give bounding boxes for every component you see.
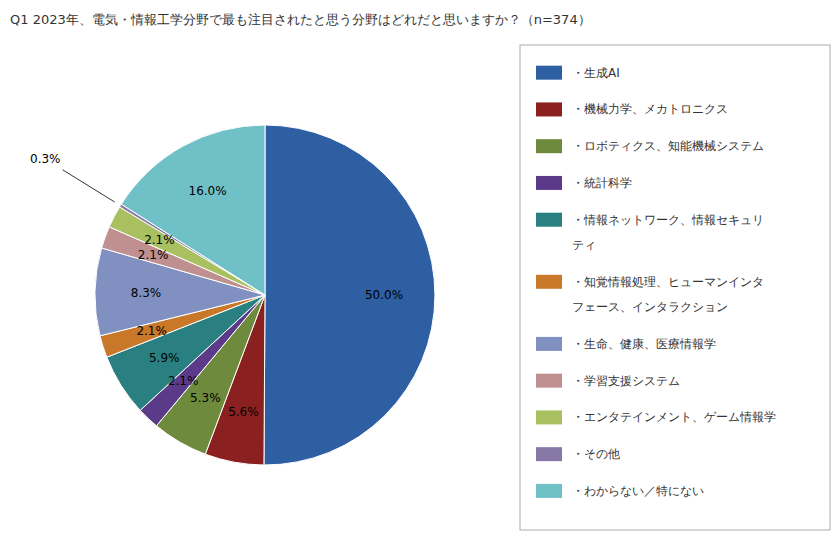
legend-label: ・生成AI xyxy=(572,66,620,80)
legend-swatch xyxy=(536,213,562,227)
legend-label: ・その他 xyxy=(572,447,620,461)
legend-label: ・ロボティクス、知能機械システム xyxy=(572,139,764,153)
data-label: 50.0% xyxy=(365,288,403,302)
leader-line xyxy=(63,170,115,202)
legend-label: ・わからない／特にない xyxy=(572,484,704,498)
data-label: 2.1% xyxy=(168,374,199,388)
data-label: 5.9% xyxy=(149,351,180,365)
legend-swatch xyxy=(536,337,562,351)
pie xyxy=(95,125,435,465)
legend-label: ・エンタテインメント、ゲーム情報学 xyxy=(572,410,776,424)
data-label: 5.3% xyxy=(190,391,221,405)
legend-label: ・生命、健康、医療情報学 xyxy=(572,337,716,351)
slice xyxy=(264,125,435,465)
legend-label: ・学習支援システム xyxy=(572,374,680,388)
data-label: 5.6% xyxy=(228,405,259,419)
legend-swatch xyxy=(536,374,562,388)
legend-label: ・知覚情報処理、ヒューマンインタフェース、インタラクション xyxy=(572,275,764,314)
legend-swatch xyxy=(536,447,562,461)
legend-swatch xyxy=(536,66,562,80)
legend-swatch xyxy=(536,176,562,190)
legend-label: ・情報ネットワーク、情報セキュリティ xyxy=(572,213,764,252)
slice xyxy=(121,125,265,295)
data-label: 0.3% xyxy=(30,152,61,166)
legend-label: ・機械力学、メカトロニクス xyxy=(572,102,728,116)
data-label: 2.1% xyxy=(138,248,169,262)
data-label: 8.3% xyxy=(131,286,162,300)
data-labels: 50.0%5.6%5.3%2.1%5.9%2.1%8.3%2.1%2.1%0.3… xyxy=(30,152,403,419)
legend-swatch xyxy=(536,410,562,424)
data-label: 2.1% xyxy=(136,324,167,338)
legend-label: ・統計科学 xyxy=(572,176,632,190)
title: Q1 2023年、電気・情報工学分野で最も注目されたと思う分野はどれだと思います… xyxy=(10,12,591,27)
legend-swatch xyxy=(536,484,562,498)
legend: ・生成AI ・機械力学、メカトロニクス・ロボティクス、知能機械システム・統計科学・… xyxy=(520,45,830,530)
chart: Q1 2023年、電気・情報工学分野で最も注目されたと思う分野はどれだと思います… xyxy=(0,0,840,539)
data-label: 16.0% xyxy=(189,184,227,198)
legend-swatch xyxy=(536,139,562,153)
data-label: 2.1% xyxy=(144,233,175,247)
legend-swatch xyxy=(536,275,562,289)
legend-swatch xyxy=(536,102,562,116)
legend-frame xyxy=(520,45,830,530)
